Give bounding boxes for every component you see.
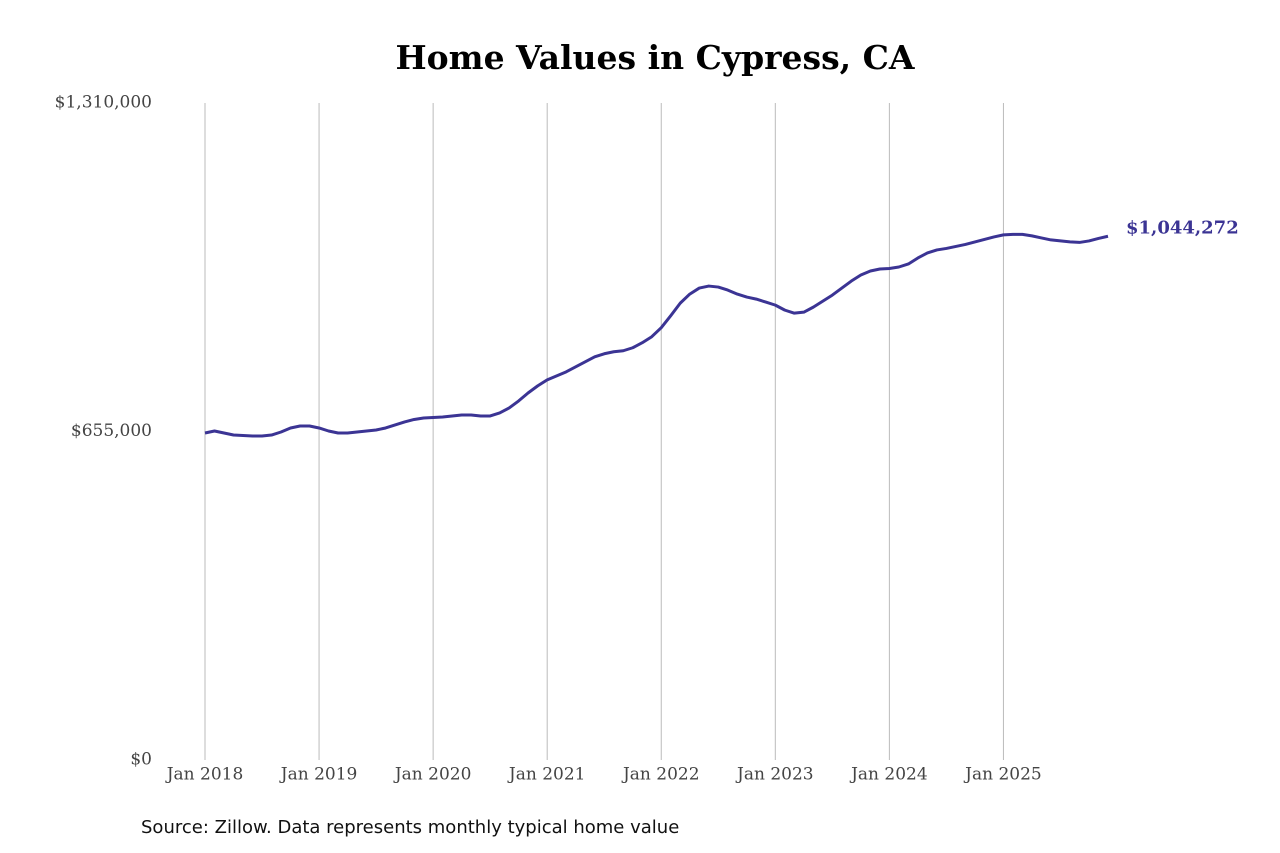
end-value-label: $1,044,272 [1126, 217, 1239, 238]
source-note: Source: Zillow. Data represents monthly … [141, 817, 679, 838]
y-tick-label: $655,000 [71, 421, 152, 441]
y-tick-label: $0 [130, 750, 152, 770]
x-tick-label: Jan 2020 [393, 765, 472, 785]
x-tick-label: Jan 2024 [849, 765, 928, 785]
data-line [204, 232, 1109, 438]
x-tick-label: Jan 2019 [279, 765, 358, 785]
x-tick-label: Jan 2025 [963, 765, 1042, 785]
x-tick-label: Jan 2022 [621, 765, 700, 785]
chart-title: Home Values in Cypress, CA [395, 38, 914, 77]
x-tick-label: Jan 2021 [507, 765, 586, 785]
x-tick-label: Jan 2023 [735, 765, 814, 785]
x-tick-label: Jan 2018 [165, 765, 244, 785]
y-tick-label: $1,310,000 [55, 93, 152, 113]
